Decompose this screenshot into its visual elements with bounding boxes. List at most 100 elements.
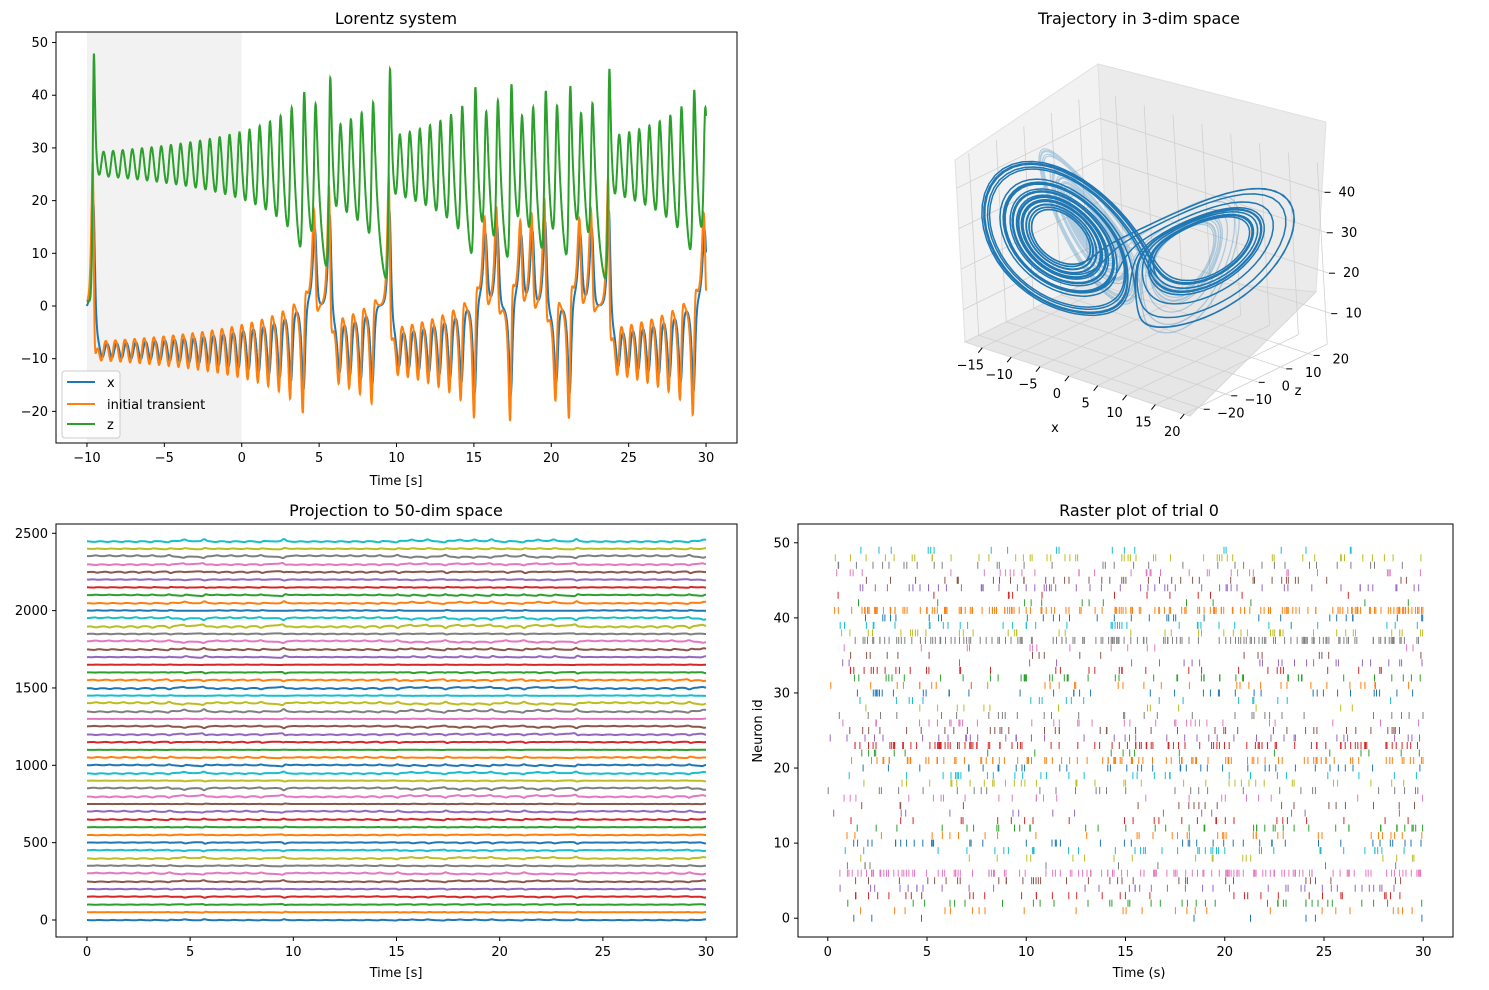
projection-line bbox=[86, 639, 707, 645]
projection-line bbox=[87, 786, 707, 792]
3d-x-tick-label: 15 bbox=[1135, 416, 1152, 431]
y-tick-label: 40 bbox=[31, 89, 48, 104]
projection-line bbox=[87, 770, 707, 776]
y-tick-label: 500 bbox=[23, 836, 48, 851]
3d-x-tick-label: 0 bbox=[1053, 387, 1061, 402]
projection-line bbox=[87, 663, 706, 666]
3d-grid-line bbox=[1155, 334, 1299, 405]
projection-line bbox=[87, 918, 707, 922]
projection-line bbox=[87, 864, 706, 868]
raster-panel: Raster plot of trial 0 0 5 10 15 20 25 30 0 10 20… bbox=[751, 501, 1454, 981]
3d-grid-line bbox=[1101, 158, 1327, 234]
projection-line bbox=[87, 654, 706, 659]
3d-x-tick-label: −10 bbox=[985, 368, 1012, 383]
3d-z-tick-label: 30 bbox=[1341, 226, 1358, 241]
y-tick-label: 2000 bbox=[15, 604, 48, 619]
x-tick-label: 10 bbox=[388, 451, 405, 466]
x-tick-label: 5 bbox=[923, 945, 931, 960]
3d-grid-line bbox=[1126, 324, 1270, 396]
projection-line bbox=[87, 600, 707, 605]
projection-line bbox=[87, 700, 707, 707]
3d-grid-line bbox=[1114, 95, 1126, 278]
3d-z-tick-label: 20 bbox=[1343, 266, 1360, 281]
projection-line bbox=[87, 879, 707, 884]
x-tick-label: 10 bbox=[1018, 945, 1035, 960]
3d-grid-line bbox=[956, 117, 1100, 189]
x-tick-label: 15 bbox=[466, 451, 483, 466]
3d-x-tick-label: −15 bbox=[957, 359, 984, 374]
projection-line bbox=[87, 809, 706, 814]
projection-line bbox=[87, 615, 707, 622]
projection-line bbox=[87, 717, 706, 721]
lorentz-legend: x initial transient z bbox=[61, 370, 205, 439]
y-tick-label: 40 bbox=[773, 611, 790, 626]
y-tick-label: 50 bbox=[773, 536, 790, 551]
projection-line bbox=[87, 585, 707, 589]
projection-line bbox=[86, 685, 707, 691]
projection-line bbox=[86, 578, 707, 582]
projection-line bbox=[86, 871, 707, 876]
3d-x-tick-label: 5 bbox=[1082, 397, 1090, 412]
3d-grid-line bbox=[1006, 321, 1232, 397]
y-tick-label: 0 bbox=[782, 912, 790, 927]
3d-grid-line bbox=[1103, 198, 1330, 274]
projection-axes-frame bbox=[55, 523, 738, 938]
lorentz-system-panel: Lorentz system −10 −5 0 5 10 15 20 25 30 −20 −10 0 1… bbox=[21, 9, 738, 489]
projection-line bbox=[87, 841, 707, 845]
lorentz-line-z bbox=[86, 53, 707, 303]
3d-y-tick-label: 10 bbox=[1305, 366, 1322, 381]
x-tick-label: 15 bbox=[1117, 945, 1134, 960]
projection-line bbox=[87, 546, 706, 551]
projection-line bbox=[87, 817, 707, 822]
raster-title: Raster plot of trial 0 bbox=[1059, 501, 1219, 520]
3d-trajectory-group bbox=[981, 148, 1296, 334]
x-tick-label: 5 bbox=[186, 945, 194, 960]
3d-floor bbox=[963, 271, 1318, 417]
projection-line bbox=[86, 708, 707, 714]
3d-x-tick bbox=[1035, 366, 1041, 372]
3d-grid-line bbox=[1010, 286, 1155, 358]
y-tick-label: 30 bbox=[31, 141, 48, 156]
y-tick-label: 50 bbox=[31, 36, 48, 51]
lorentz-line-y bbox=[86, 162, 707, 422]
raster-ticks: 0 5 10 15 20 25 30 0 10 20 30 40 50 bbox=[773, 536, 1431, 960]
y-tick-label: 10 bbox=[31, 247, 48, 262]
3d-grid-line bbox=[1061, 294, 1287, 370]
x-tick-label: 0 bbox=[824, 945, 832, 960]
projection-line bbox=[86, 833, 706, 837]
trajectory-3d-panel: Trajectory in 3-dim space −15−10−5051015… bbox=[954, 9, 1362, 440]
projection-line bbox=[86, 678, 707, 683]
projection-line bbox=[87, 793, 707, 799]
projection-line bbox=[86, 825, 706, 829]
3d-grid-line bbox=[1039, 296, 1184, 368]
projection-line bbox=[87, 902, 706, 907]
projection-line bbox=[87, 855, 707, 861]
projection-panel: Projection to 50-dim space 0 5 10 15 20 25 300… bbox=[15, 501, 738, 981]
3d-grid-line bbox=[1068, 305, 1213, 377]
y-tick-label: 0 bbox=[40, 300, 48, 315]
x-tick-label: 20 bbox=[491, 945, 508, 960]
legend-x-label: x bbox=[107, 376, 115, 391]
lorentz-series-group bbox=[86, 53, 707, 422]
projection-ticks: 0 5 10 15 20 25 30 0 500 1000 1500 2000 2500 bbox=[15, 527, 714, 960]
3d-grid-line bbox=[1316, 162, 1328, 345]
projection-line bbox=[87, 802, 706, 806]
projection-line bbox=[87, 623, 707, 630]
lorentz-ticks: −10 −5 0 5 10 15 20 25 30 −20 −10 0 10 20 30 40 50 bbox=[21, 36, 715, 466]
3d-y-tick-label: −10 bbox=[1245, 393, 1272, 408]
projection-line bbox=[87, 724, 707, 730]
x-tick-label: −10 bbox=[73, 451, 100, 466]
y-tick-label: 20 bbox=[31, 194, 48, 209]
projection-line bbox=[86, 732, 707, 737]
x-tick-label: 25 bbox=[595, 945, 612, 960]
3d-x-tick bbox=[1093, 385, 1099, 391]
y-tick-label: −20 bbox=[21, 405, 48, 420]
3d-grid-line bbox=[1099, 117, 1325, 193]
y-tick-label: 1000 bbox=[15, 759, 48, 774]
projection-line bbox=[86, 562, 707, 567]
3d-y-tick-label: −20 bbox=[1217, 406, 1244, 421]
3d-z-tick-label: 10 bbox=[1345, 307, 1362, 322]
projection-line bbox=[87, 671, 706, 675]
x-tick-label: 25 bbox=[620, 451, 637, 466]
